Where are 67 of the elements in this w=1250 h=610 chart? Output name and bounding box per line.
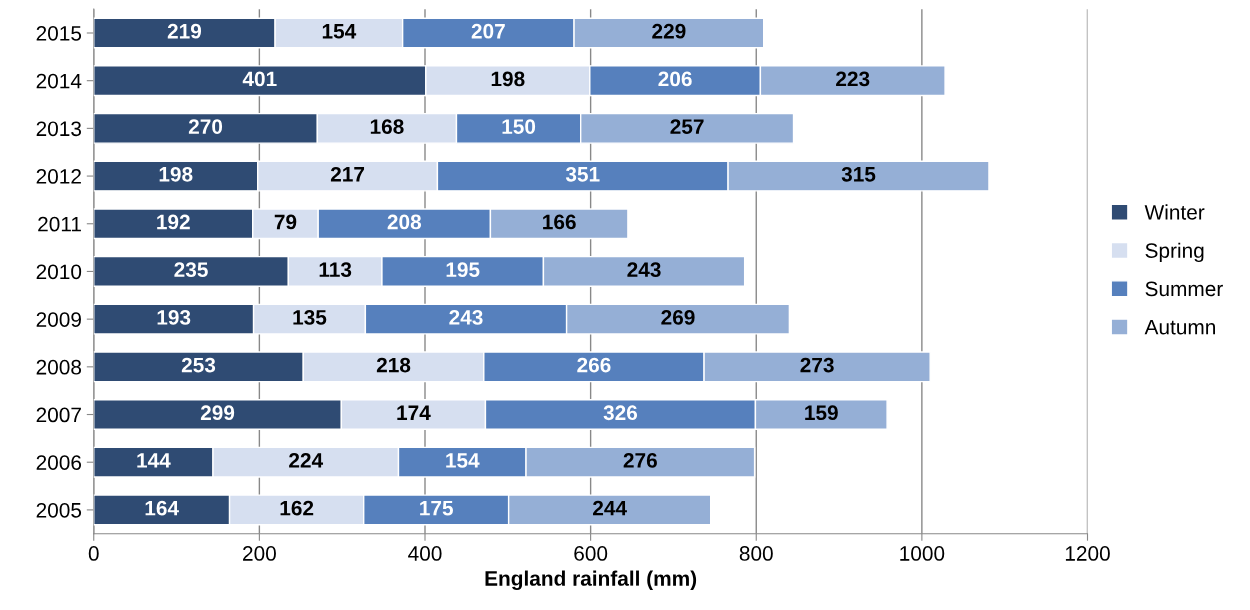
- data-label: 266: [577, 357, 611, 373]
- data-label: 276: [623, 453, 657, 468]
- data-label: 401: [242, 71, 277, 87]
- data-label: 192: [157, 214, 190, 230]
- data-label: 224: [289, 453, 324, 468]
- data-label: 168: [370, 119, 404, 134]
- data-label: 206: [658, 71, 692, 87]
- y-tick-label: 2008: [36, 359, 82, 375]
- y-tick-label: 2009: [36, 312, 81, 327]
- x-tick-label: 1000: [900, 546, 945, 561]
- data-label: 235: [174, 262, 208, 278]
- data-label: 351: [565, 166, 600, 182]
- data-label: 223: [836, 71, 870, 87]
- data-label: 150: [502, 119, 536, 134]
- data-label: 217: [330, 166, 365, 182]
- y-tick-label: 2015: [36, 26, 82, 41]
- legend-label: Spring: [1145, 242, 1204, 263]
- data-label: 257: [670, 119, 704, 134]
- x-tick-label: 800: [739, 546, 773, 561]
- y-tick-label: 2011: [38, 216, 81, 232]
- y-tick-label: 2014: [36, 73, 82, 89]
- data-label: 193: [157, 309, 191, 325]
- data-label: 154: [322, 24, 357, 39]
- data-label: 175: [420, 500, 453, 516]
- y-tick-label: 2005: [36, 502, 82, 518]
- x-tick-label: 200: [243, 546, 276, 561]
- legend-label: Winter: [1144, 204, 1205, 220]
- y-tick-label: 2013: [36, 121, 82, 137]
- data-label: 162: [280, 500, 314, 516]
- y-tick-label: 2006: [36, 455, 82, 470]
- data-label: 270: [188, 119, 223, 134]
- y-tick-label: 2010: [36, 264, 82, 280]
- data-label: 154: [446, 453, 480, 468]
- data-label: 144: [137, 453, 171, 468]
- data-label: 208: [387, 214, 422, 230]
- data-label: 229: [652, 23, 686, 39]
- data-label: 113: [319, 262, 352, 278]
- x-tick-label: 1200: [1065, 546, 1110, 561]
- data-label: 243: [449, 309, 483, 325]
- y-tick-label: 2012: [36, 169, 81, 184]
- data-label: 315: [841, 166, 876, 182]
- x-axis-title: England rainfall (mm): [485, 570, 697, 591]
- data-label: 273: [800, 357, 834, 373]
- data-label: 164: [145, 500, 179, 516]
- x-tick-label: 600: [574, 546, 608, 561]
- data-label: 218: [376, 357, 411, 373]
- legend-label: Summer: [1145, 281, 1223, 297]
- data-label: 159: [805, 405, 838, 421]
- data-label: 195: [446, 262, 480, 278]
- y-tick-label: 2007: [36, 407, 81, 423]
- data-label: 326: [603, 405, 638, 421]
- data-label: 219: [167, 23, 202, 39]
- data-label: 269: [661, 309, 695, 325]
- data-label: 207: [471, 23, 505, 39]
- x-tick-label: 400: [408, 546, 442, 561]
- data-label: 166: [543, 214, 576, 230]
- data-label: 244: [593, 500, 627, 516]
- legend-label: Autumn: [1144, 319, 1215, 335]
- data-label: 243: [627, 262, 661, 278]
- data-label: 299: [200, 405, 235, 421]
- data-label: 174: [397, 405, 431, 420]
- data-label: 79: [274, 214, 297, 230]
- data-label: 253: [181, 357, 216, 373]
- data-label: 198: [159, 166, 193, 182]
- data-label: 135: [293, 309, 327, 325]
- data-label: 198: [491, 71, 525, 87]
- x-tick-label: 0: [88, 546, 99, 561]
